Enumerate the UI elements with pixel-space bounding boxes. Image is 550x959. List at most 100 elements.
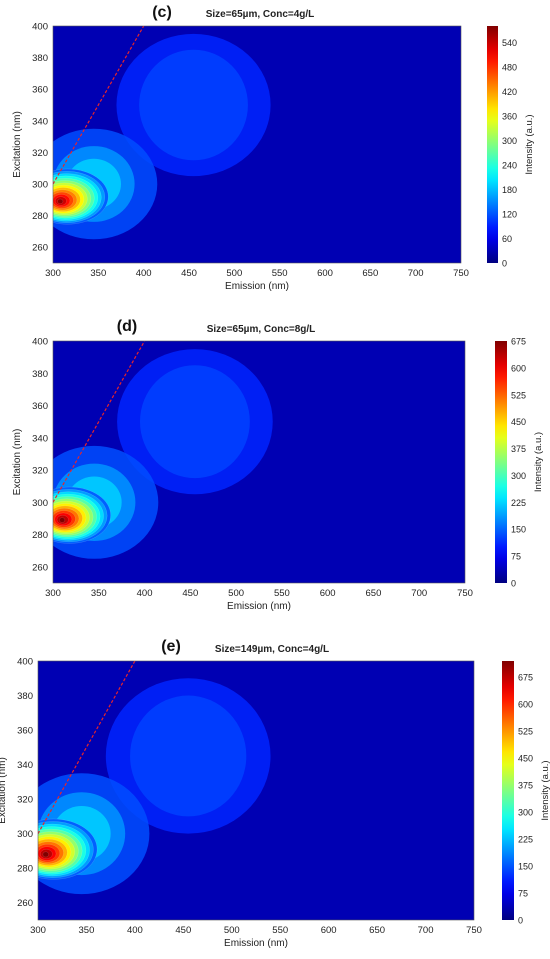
colorbar-tick-label: 675 — [518, 673, 533, 683]
y-tick-label: 380 — [32, 369, 48, 380]
colorbar-tick-label: 525 — [511, 390, 526, 400]
y-axis-label: Excitation (nm) — [12, 429, 23, 496]
x-tick-label: 300 — [45, 268, 61, 279]
x-tick-label: 350 — [91, 588, 107, 599]
panel-label: (c) — [152, 4, 172, 21]
y-tick-label: 400 — [17, 657, 33, 668]
x-axis-label: Emission (nm) — [224, 938, 288, 949]
x-tick-label: 300 — [30, 925, 46, 936]
eem-panel-3: 300 350 400 450 500 550 600 650 700 7502602803003… — [0, 638, 550, 949]
x-tick-label: 600 — [317, 268, 333, 279]
x-tick-label: 750 — [466, 925, 482, 936]
chart-title: Size=149µm, Conc=4g/L — [215, 644, 329, 655]
colorbar-tick-label: 480 — [502, 62, 517, 72]
contour-region — [139, 49, 248, 161]
colorbar-tick-label: 360 — [502, 111, 517, 121]
colorbar-tick-label: 240 — [502, 160, 517, 170]
colorbar-tick-label: 450 — [518, 754, 533, 764]
x-tick-label: 450 — [175, 925, 191, 936]
colorbar-label: Intensity (a.u.) — [533, 432, 544, 492]
x-tick-label: 400 — [127, 925, 143, 936]
x-tick-label: 400 — [137, 588, 153, 599]
y-axis-label: Excitation (nm) — [0, 757, 8, 824]
x-tick-label: 500 — [228, 588, 244, 599]
colorbar-tick-label: 450 — [511, 417, 526, 427]
colorbar-tick-label: 150 — [511, 525, 526, 535]
colorbar-tick-label: 180 — [502, 185, 517, 195]
colorbar-tick-label: 600 — [511, 363, 526, 373]
colorbar-tick-label: 300 — [502, 136, 517, 146]
colorbar — [502, 661, 514, 920]
peak-contour — [57, 198, 64, 204]
x-tick-label: 650 — [366, 588, 382, 599]
colorbar-tick-label: 675 — [511, 337, 526, 347]
y-tick-label: 340 — [32, 433, 48, 444]
y-tick-label: 300 — [32, 498, 48, 509]
x-axis-label: Emission (nm) — [227, 601, 291, 612]
x-tick-label: 350 — [79, 925, 95, 936]
colorbar-label: Intensity (a.u.) — [540, 760, 550, 820]
colorbar-tick-label: 120 — [502, 209, 517, 219]
contour-region — [130, 695, 247, 817]
x-tick-label: 750 — [457, 588, 473, 599]
x-tick-label: 550 — [272, 268, 288, 279]
y-tick-label: 280 — [32, 211, 48, 222]
x-tick-label: 700 — [411, 588, 427, 599]
colorbar-tick-label: 300 — [511, 471, 526, 481]
x-tick-label: 700 — [408, 268, 424, 279]
x-tick-label: 650 — [369, 925, 385, 936]
colorbar-tick-label: 0 — [511, 579, 516, 589]
axes-frame — [52, 340, 466, 584]
heatmap-contours — [38, 678, 271, 895]
colorbar-tick-label: 300 — [518, 808, 533, 818]
colorbar-tick-label: 75 — [518, 889, 528, 899]
y-tick-label: 400 — [32, 337, 48, 348]
axes-frame — [52, 25, 462, 264]
rayleigh-scatter-line — [38, 661, 136, 834]
heatmap-contours — [53, 349, 273, 559]
x-tick-label: 450 — [182, 588, 198, 599]
y-tick-label: 260 — [32, 243, 48, 254]
x-tick-label: 450 — [181, 268, 197, 279]
heatmap-contours — [53, 33, 271, 240]
y-tick-label: 340 — [32, 116, 48, 127]
colorbar-tick-label: 0 — [518, 916, 523, 926]
y-tick-label: 400 — [32, 22, 48, 33]
eem-panel-2: 300 350 400 450 500 550 600 650 700 7502602803003… — [12, 318, 544, 612]
x-tick-label: 400 — [136, 268, 152, 279]
x-tick-label: 300 — [45, 588, 61, 599]
y-tick-label: 340 — [17, 760, 33, 771]
panel-label: (e) — [161, 638, 181, 655]
colorbar-tick-label: 540 — [502, 38, 517, 48]
x-axis-label: Emission (nm) — [225, 281, 289, 292]
colorbar-tick-label: 75 — [511, 552, 521, 562]
colorbar-tick-label: 60 — [502, 234, 512, 244]
eem-panel-1: 300 350 400 450 500 550 600 650 700 7502602803003… — [12, 4, 535, 292]
colorbar-tick-label: 150 — [518, 862, 533, 872]
colorbar-tick-label: 375 — [511, 444, 526, 454]
x-tick-label: 350 — [90, 268, 106, 279]
colorbar-label: Intensity (a.u.) — [524, 114, 535, 174]
x-tick-label: 500 — [224, 925, 240, 936]
colorbar-tick-label: 525 — [518, 727, 533, 737]
colorbar — [495, 341, 507, 583]
y-tick-label: 260 — [17, 898, 33, 909]
chart-title: Size=65µm, Conc=4g/L — [206, 9, 315, 20]
colorbar-tick-label: 420 — [502, 87, 517, 97]
y-tick-label: 380 — [17, 691, 33, 702]
x-tick-label: 550 — [274, 588, 290, 599]
contour-region — [139, 365, 250, 479]
y-axis-label: Excitation (nm) — [12, 111, 23, 178]
chart-title: Size=65µm, Conc=8g/L — [207, 324, 316, 335]
y-tick-label: 300 — [17, 829, 33, 840]
axes-frame — [37, 660, 475, 921]
y-tick-label: 320 — [32, 148, 48, 159]
y-tick-label: 360 — [32, 85, 48, 96]
x-tick-label: 500 — [226, 268, 242, 279]
colorbar-tick-label: 375 — [518, 781, 533, 791]
y-tick-label: 320 — [32, 466, 48, 477]
colorbar-tick-label: 0 — [502, 259, 507, 269]
colorbar-tick-label: 600 — [518, 700, 533, 710]
